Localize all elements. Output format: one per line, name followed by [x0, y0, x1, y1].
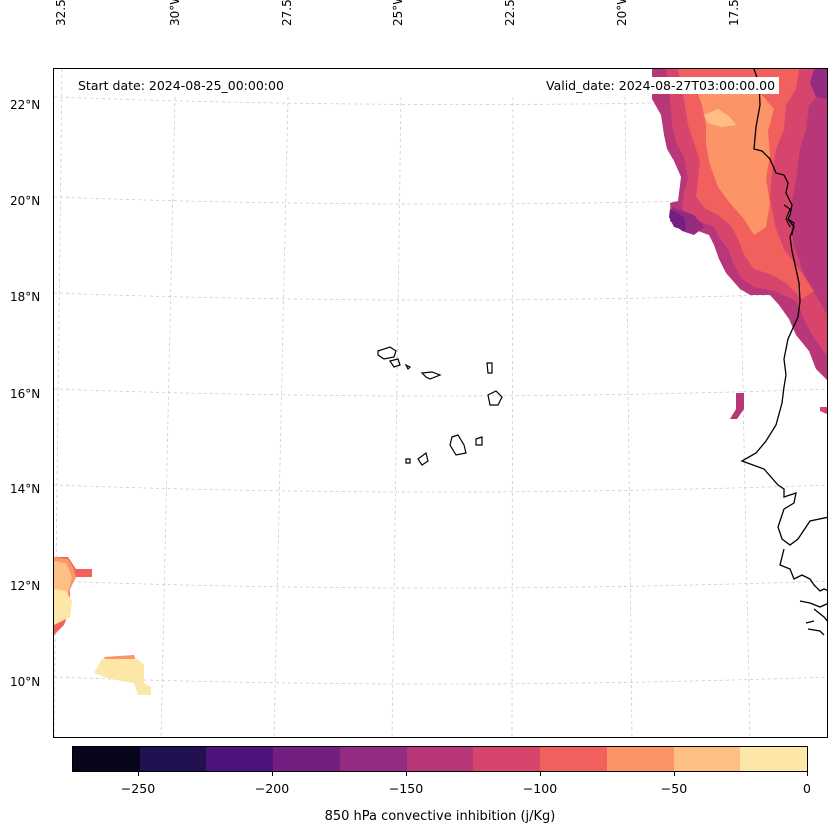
cape-verde-islands — [377, 346, 503, 466]
lat-tick: 16°N — [10, 387, 41, 401]
africa-coastline — [740, 69, 827, 546]
africa-coastline-south — [779, 548, 827, 636]
lat-tick: 10°N — [10, 675, 41, 689]
colorbar-tickmark — [674, 772, 675, 776]
map-canvas — [54, 69, 827, 737]
cin-band-violet — [669, 209, 686, 231]
cin-field-southwest — [54, 557, 151, 695]
cin-field-northeast — [652, 69, 827, 419]
colorbar-tick-label: −250 — [120, 781, 156, 796]
lat-tick: 14°N — [10, 482, 41, 496]
cin-band-light — [704, 109, 736, 127]
start-date-label: Start date: 2024-08-25_00:00:00 — [74, 77, 288, 94]
lat-tick: 20°N — [10, 194, 41, 208]
lon-tick: 30°W — [168, 0, 182, 26]
colorbar — [72, 746, 808, 772]
colorbar-tick-label: 0 — [803, 781, 811, 796]
cin-band-purple-top — [810, 69, 827, 99]
colorbar-label: 850 hPa convective inhibition (j/Kg) — [324, 809, 556, 824]
colorbar-segment — [540, 747, 607, 771]
colorbar-segment — [473, 747, 541, 771]
colorbar-tickmark — [540, 772, 541, 776]
valid-date-label: Valid_date: 2024-08-27T03:00:00.00 — [542, 77, 780, 94]
map-panel[interactable]: Start date: 2024-08-25_00:00:00 Valid_da… — [53, 68, 828, 738]
cin-patch-east-2 — [820, 407, 827, 415]
colorbar-tick-label: −150 — [388, 781, 424, 796]
lon-tick: 32.5°W — [54, 0, 68, 26]
colorbar-segment — [139, 747, 207, 771]
colorbar-segment — [339, 747, 407, 771]
colorbar-tickmark — [807, 772, 808, 776]
lat-tick: 12°N — [10, 579, 41, 593]
colorbar-tick-label: −200 — [254, 781, 290, 796]
colorbar-segment — [206, 747, 274, 771]
lon-tick: 20°W — [615, 0, 629, 26]
colorbar-segment — [273, 747, 340, 771]
colorbar-tick-label: −50 — [660, 781, 688, 796]
colorbar-tick-label: −100 — [522, 781, 558, 796]
colorbar-segment — [606, 747, 674, 771]
africa-coast-inlets — [783, 204, 795, 236]
lon-tick: 25°W — [391, 0, 405, 26]
colorbar-segment — [406, 747, 474, 771]
cin-sw-island-pale — [94, 659, 151, 695]
colorbar-segment — [740, 747, 808, 771]
lat-tick: 22°N — [10, 98, 41, 112]
cin-sw-light — [54, 561, 72, 597]
colorbar-tickmark — [406, 772, 407, 776]
lon-tick: 27.5°W — [280, 0, 294, 26]
colorbar-tickmark — [272, 772, 273, 776]
lat-tick: 18°N — [10, 290, 41, 304]
cin-sw-pale — [54, 589, 72, 625]
colorbar-segment — [73, 747, 140, 771]
lon-tick: 17.5°W — [727, 0, 741, 26]
colorbar-segment — [673, 747, 741, 771]
lon-tick: 22.5°W — [503, 0, 517, 26]
colorbar-tickmark — [138, 772, 139, 776]
cin-patch-east — [730, 393, 744, 419]
